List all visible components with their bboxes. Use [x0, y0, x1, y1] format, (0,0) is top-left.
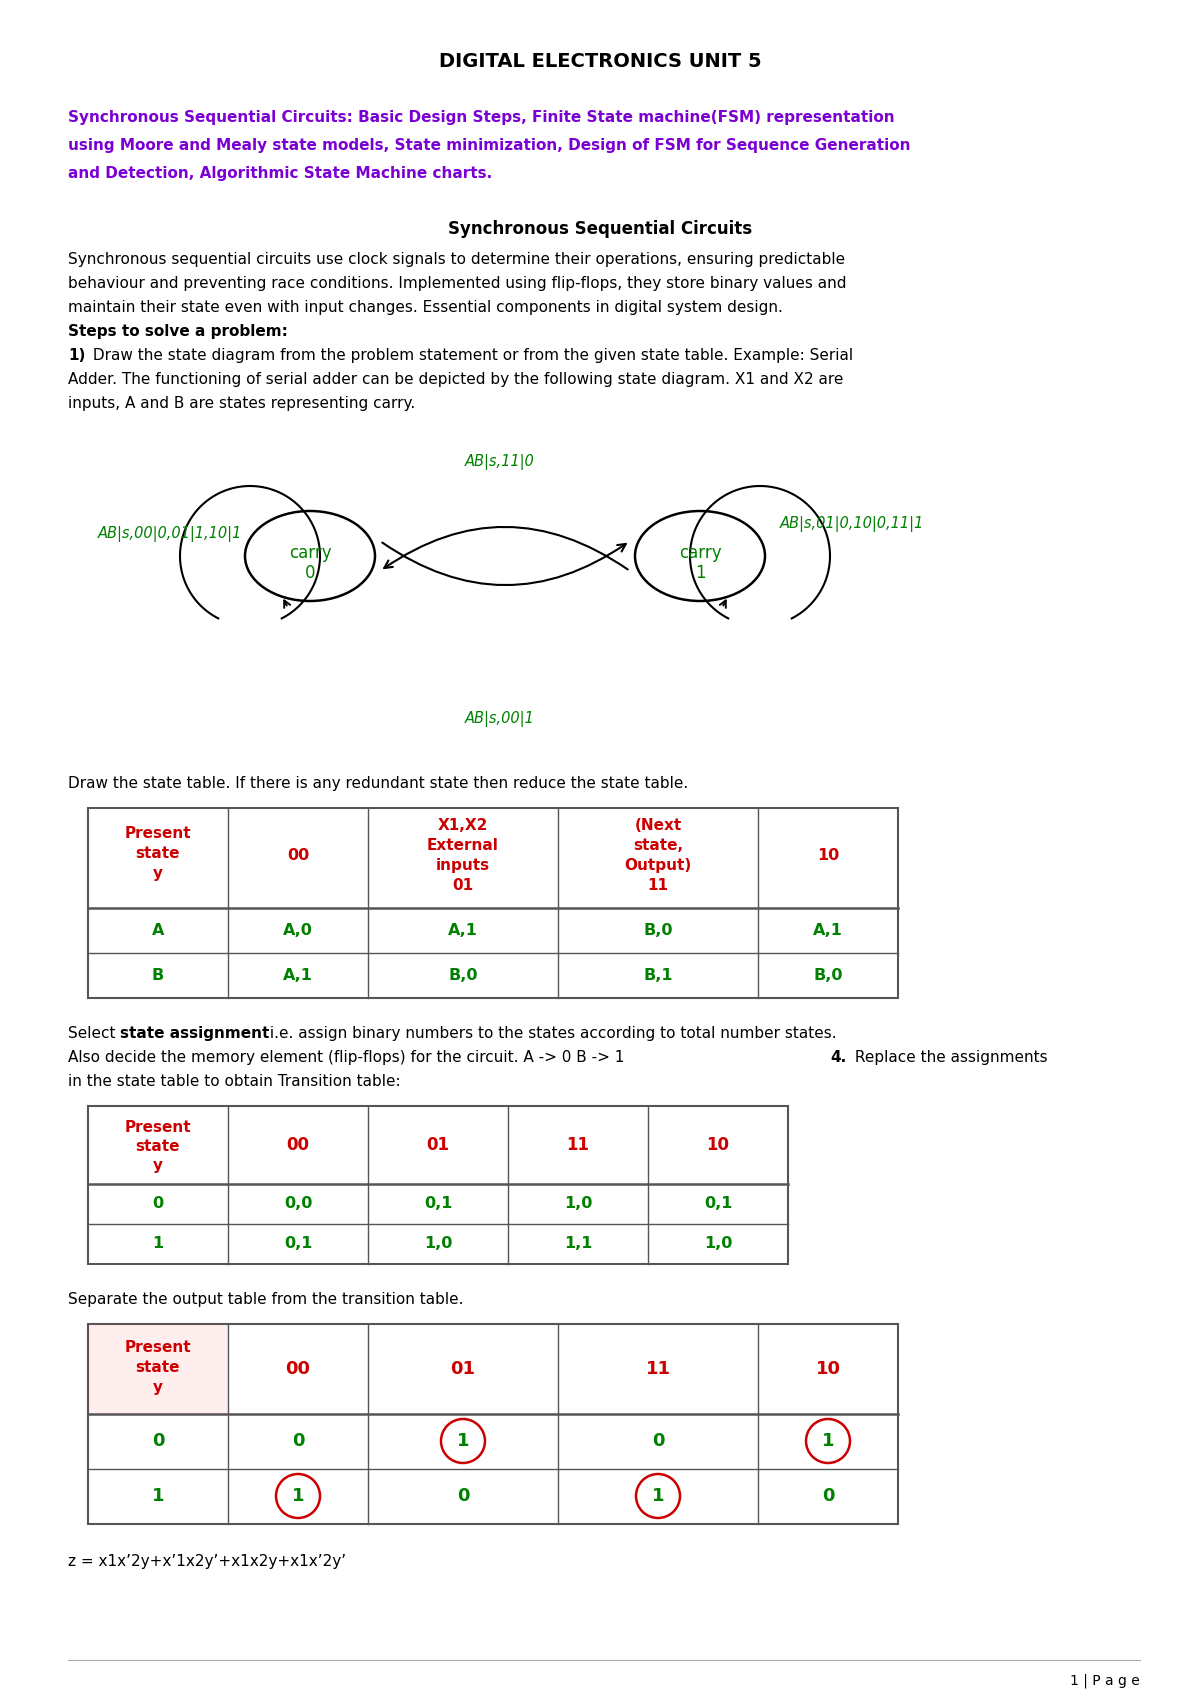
Text: 10: 10	[707, 1136, 730, 1155]
Text: 1 | P a g e: 1 | P a g e	[1070, 1674, 1140, 1688]
Text: 1: 1	[292, 1487, 305, 1504]
Text: B,0: B,0	[643, 922, 673, 937]
Text: 0: 0	[822, 1487, 834, 1504]
Text: 1): 1)	[68, 348, 85, 363]
Text: B: B	[152, 968, 164, 983]
Text: 0: 0	[292, 1431, 305, 1450]
Text: B,0: B,0	[814, 968, 842, 983]
Text: 0: 0	[152, 1197, 163, 1211]
Text: AB|s,00|1: AB|s,00|1	[466, 711, 535, 727]
Bar	[88, 808, 898, 998]
Text: B,0: B,0	[449, 968, 478, 983]
Text: state,: state,	[632, 839, 683, 852]
Text: 1,0: 1,0	[564, 1197, 592, 1211]
Text: state: state	[136, 1360, 180, 1375]
Text: Replace the assignments: Replace the assignments	[850, 1049, 1048, 1065]
Text: 01: 01	[452, 878, 474, 893]
Text: Separate the output table from the transition table.: Separate the output table from the trans…	[68, 1292, 463, 1307]
Text: Present: Present	[125, 1121, 191, 1134]
Text: 0: 0	[151, 1431, 164, 1450]
Text: y: y	[154, 1158, 163, 1173]
Text: 0: 0	[652, 1431, 665, 1450]
Text: 1,0: 1,0	[704, 1236, 732, 1251]
Text: 1,1: 1,1	[564, 1236, 592, 1251]
Text: Present: Present	[125, 1340, 191, 1355]
Text: Select: Select	[68, 1026, 120, 1041]
Text: carry: carry	[679, 543, 721, 562]
Text: Synchronous Sequential Circuits: Basic Design Steps, Finite State machine(FSM) r: Synchronous Sequential Circuits: Basic D…	[68, 110, 895, 126]
Bar	[88, 1105, 788, 1263]
Text: 0,0: 0,0	[284, 1197, 312, 1211]
Text: AB|s,01|0,10|0,11|1: AB|s,01|0,10|0,11|1	[780, 516, 924, 531]
Text: Synchronous sequential circuits use clock signals to determine their operations,: Synchronous sequential circuits use cloc…	[68, 251, 845, 267]
Text: 1: 1	[822, 1431, 834, 1450]
Text: Synchronous Sequential Circuits: Synchronous Sequential Circuits	[448, 221, 752, 238]
Bar	[88, 1324, 898, 1525]
Text: 00: 00	[287, 1136, 310, 1155]
Text: using Moore and Mealy state models, State minimization, Design of FSM for Sequen: using Moore and Mealy state models, Stat…	[68, 138, 911, 153]
Text: state: state	[136, 846, 180, 861]
Text: 1: 1	[457, 1431, 469, 1450]
Text: 1: 1	[652, 1487, 665, 1504]
Text: carry: carry	[289, 543, 331, 562]
Text: behaviour and preventing race conditions. Implemented using flip-flops, they sto: behaviour and preventing race conditions…	[68, 277, 846, 290]
Text: A,1: A,1	[814, 922, 842, 937]
Text: AB|s,00|0,01|1,10|1: AB|s,00|0,01|1,10|1	[98, 526, 242, 542]
Text: A: A	[152, 922, 164, 937]
Text: Present: Present	[125, 825, 191, 841]
Text: 00: 00	[287, 847, 310, 863]
Text: Output): Output)	[624, 857, 691, 873]
Text: (Next: (Next	[635, 818, 682, 834]
Text: i.e. assign binary numbers to the states according to total number states.: i.e. assign binary numbers to the states…	[265, 1026, 836, 1041]
Text: 11: 11	[648, 878, 668, 893]
Text: AB|s,11|0: AB|s,11|0	[466, 453, 535, 470]
Text: 1,0: 1,0	[424, 1236, 452, 1251]
Text: 00: 00	[286, 1360, 311, 1379]
Text: 0: 0	[305, 564, 316, 582]
Text: DIGITAL ELECTRONICS UNIT 5: DIGITAL ELECTRONICS UNIT 5	[439, 53, 761, 71]
Text: X1,X2: X1,X2	[438, 818, 488, 834]
Text: 1: 1	[151, 1487, 164, 1504]
Text: 10: 10	[816, 1360, 840, 1379]
Text: state assignment: state assignment	[120, 1026, 269, 1041]
Text: A,0: A,0	[283, 922, 313, 937]
Text: 0,1: 0,1	[284, 1236, 312, 1251]
Text: 1: 1	[695, 564, 706, 582]
Text: 10: 10	[817, 847, 839, 863]
Text: B,1: B,1	[643, 968, 673, 983]
Text: 1: 1	[152, 1236, 163, 1251]
Text: y: y	[154, 866, 163, 881]
Text: and Detection, Algorithmic State Machine charts.: and Detection, Algorithmic State Machine…	[68, 166, 492, 182]
Text: A,1: A,1	[448, 922, 478, 937]
Text: A,1: A,1	[283, 968, 313, 983]
Bar	[88, 1324, 228, 1414]
Text: z = x1x’2y+x’1x2y’+x1x2y+x1x’2y’: z = x1x’2y+x’1x2y’+x1x2y+x1x’2y’	[68, 1554, 346, 1569]
Text: 0: 0	[457, 1487, 469, 1504]
Text: 01: 01	[426, 1136, 450, 1155]
Text: 11: 11	[566, 1136, 589, 1155]
Text: 4.: 4.	[830, 1049, 846, 1065]
Text: in the state table to obtain Transition table:: in the state table to obtain Transition …	[68, 1075, 401, 1088]
Text: state: state	[136, 1139, 180, 1155]
Text: Adder. The functioning of serial adder can be depicted by the following state di: Adder. The functioning of serial adder c…	[68, 372, 844, 387]
Text: maintain their state even with input changes. Essential components in digital sy: maintain their state even with input cha…	[68, 301, 782, 316]
Text: Draw the state diagram from the problem statement or from the given state table.: Draw the state diagram from the problem …	[88, 348, 853, 363]
Text: inputs, A and B are states representing carry.: inputs, A and B are states representing …	[68, 396, 415, 411]
Text: Also decide the memory element (flip-flops) for the circuit. A -> 0 B -> 1: Also decide the memory element (flip-flo…	[68, 1049, 629, 1065]
Text: Steps to solve a problem:: Steps to solve a problem:	[68, 324, 288, 340]
Text: 0,1: 0,1	[704, 1197, 732, 1211]
Text: External: External	[427, 839, 499, 852]
Text: 01: 01	[450, 1360, 475, 1379]
Text: 11: 11	[646, 1360, 671, 1379]
Text: Draw the state table. If there is any redundant state then reduce the state tabl: Draw the state table. If there is any re…	[68, 776, 689, 791]
Text: 0,1: 0,1	[424, 1197, 452, 1211]
Text: y: y	[154, 1380, 163, 1396]
Text: inputs: inputs	[436, 857, 490, 873]
